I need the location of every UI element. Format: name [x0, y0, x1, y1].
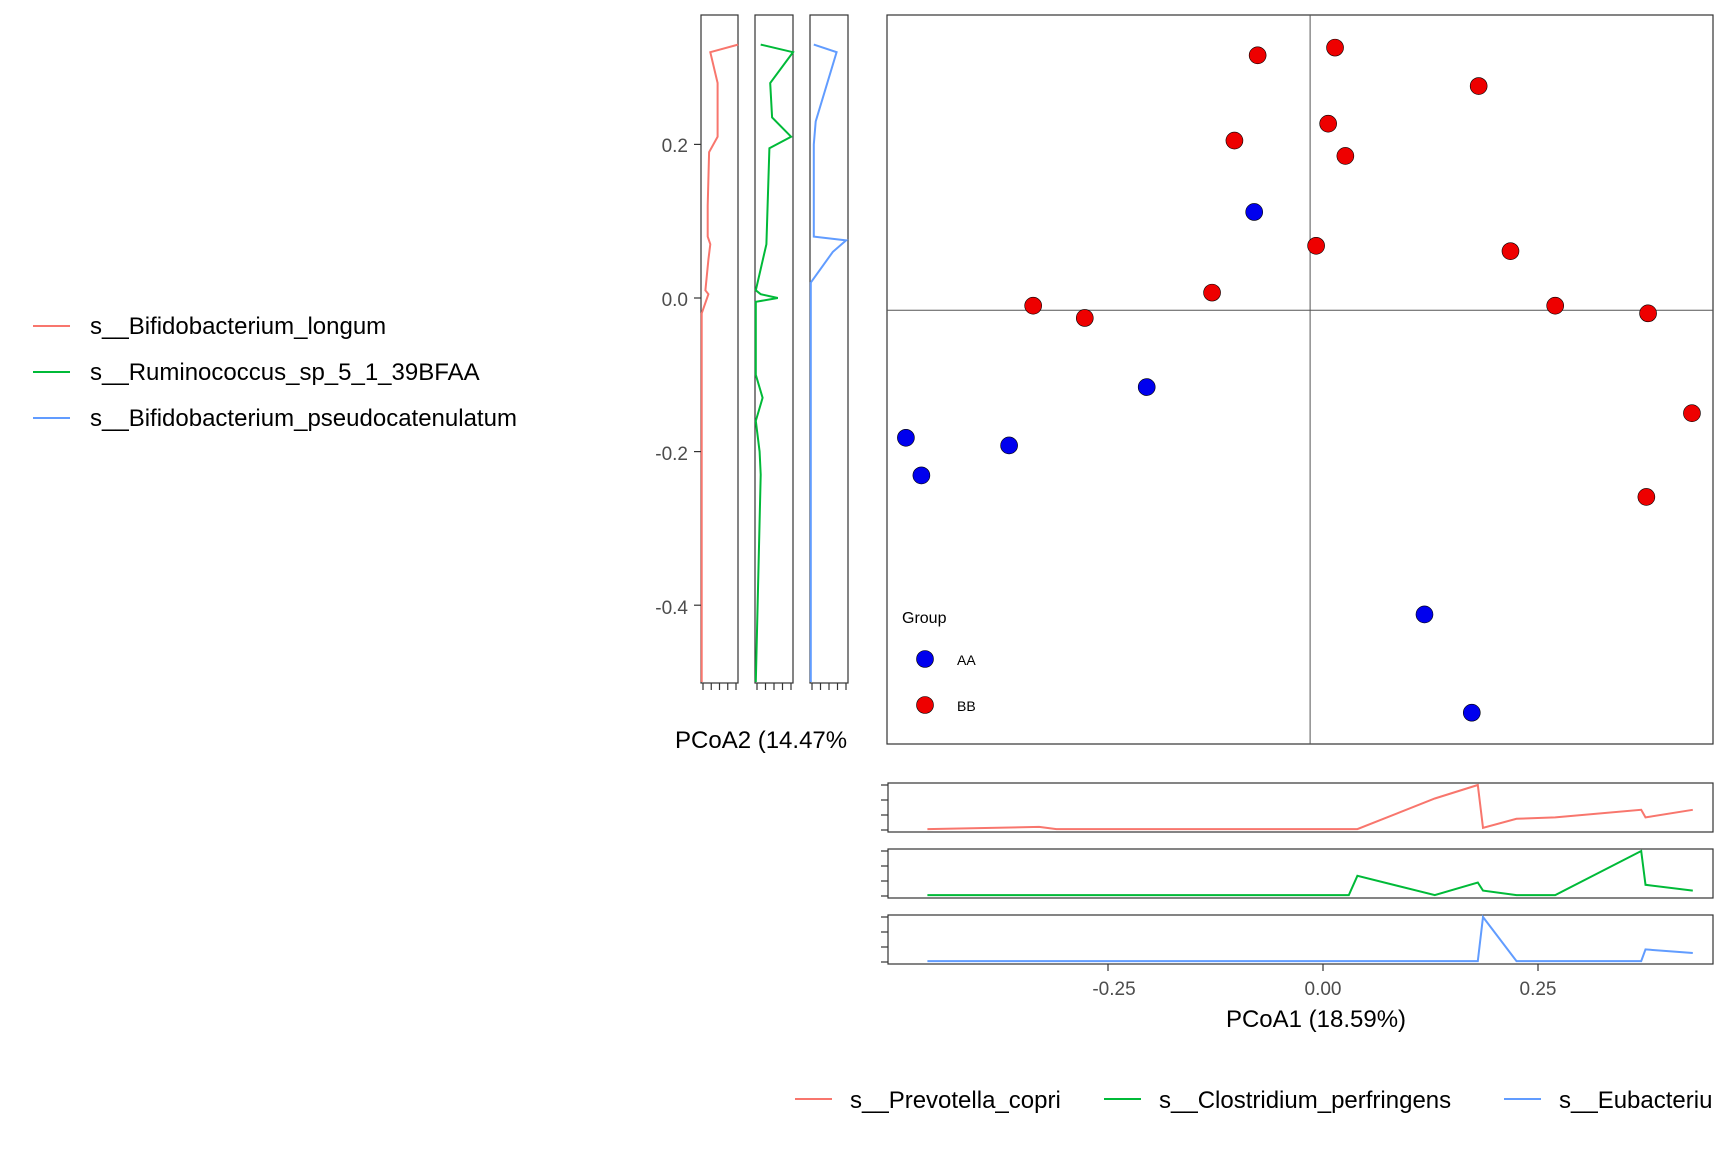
- legend-label-bifidobacterium-longum: s__Bifidobacterium_longum: [90, 313, 386, 340]
- legend-label-prevotella-copri: s__Prevotella_copri: [850, 1087, 1061, 1114]
- point-bb: [1319, 114, 1337, 133]
- group-legend-title: Group: [902, 610, 947, 627]
- x-marginal-line-3: [927, 914, 1693, 963]
- y-tick-label: -0.4: [655, 598, 688, 619]
- reference-lines: [887, 15, 1713, 744]
- x-tick-label: 0.00: [1305, 979, 1342, 1000]
- point-aa: [1245, 203, 1263, 221]
- point-bb: [1307, 236, 1325, 255]
- point-bb: [1683, 404, 1701, 423]
- x-tick-label: -0.25: [1092, 979, 1135, 1000]
- x-axis: -0.25 0.00 0.25: [1092, 964, 1556, 1000]
- legend-label-eubacterium: s__Eubacteriu: [1559, 1087, 1712, 1114]
- x-marginal-line-1: [927, 783, 1693, 831]
- point-bb: [1639, 304, 1657, 323]
- point-bb: [1203, 283, 1221, 302]
- point-bb: [1336, 147, 1355, 165]
- point-bb: [1501, 242, 1520, 260]
- group-legend: Group AA BB: [902, 610, 976, 714]
- legend-swatch-aa: [916, 650, 934, 668]
- x-marginal-ticks: [881, 784, 888, 963]
- y-tick-label: 0.0: [662, 290, 688, 311]
- point-bb: [1326, 38, 1344, 57]
- point-bb: [1637, 488, 1656, 506]
- legend-label-aa: AA: [957, 652, 976, 668]
- y-marginal-line-3: [809, 43, 849, 682]
- point-bb: [1225, 131, 1244, 150]
- point-bb: [1469, 77, 1488, 95]
- legend-swatch-bb: [916, 696, 934, 714]
- y-tick-label: -0.2: [655, 444, 688, 465]
- point-bb: [1248, 46, 1267, 65]
- x-marginal-panel-2: [887, 848, 1714, 899]
- legend-label-bb: BB: [957, 698, 976, 714]
- x-axis-title: PCoA1 (18.59%): [1226, 1006, 1406, 1033]
- y-tick-marks: [694, 143, 701, 606]
- y-tick-label: 0.2: [662, 136, 688, 157]
- x-marginal-panel-3: [887, 914, 1714, 965]
- point-aa: [1000, 436, 1018, 455]
- y-marginal-ticks: [702, 683, 847, 690]
- x-marginal-panel-1: [887, 782, 1714, 833]
- y-axis: 0.2 0.0 -0.2 -0.4: [655, 136, 701, 619]
- y-marginal-line-2: [754, 43, 795, 683]
- legend-label-clostridium-perfringens: s__Clostridium_perfringens: [1159, 1087, 1451, 1114]
- scatter-points: [897, 38, 1701, 722]
- point-aa: [1415, 605, 1434, 624]
- x-marginal-lines: [927, 783, 1693, 963]
- point-bb: [1075, 309, 1094, 327]
- point-aa: [912, 466, 931, 485]
- y-marginal-line-1: [700, 43, 739, 682]
- x-marginal-panels: -0.25 0.00 0.25 PCoA1 (18.59%): [881, 782, 1714, 1033]
- legend-label-ruminococcus: s__Ruminococcus_sp_5_1_39BFAA: [90, 359, 480, 386]
- legend-label-bifidobacterium-pseudocatenulatum: s__Bifidobacterium_pseudocatenulatum: [90, 405, 517, 432]
- point-aa: [1137, 378, 1156, 396]
- x-marginal-line-2: [927, 849, 1693, 897]
- x-marginal-legend: s__Prevotella_copri s__Clostridium_perfr…: [795, 1087, 1712, 1114]
- y-marginal-panels: 0.2 0.0 -0.2 -0.4 PCoA2 (14.47%: [655, 14, 849, 754]
- y-axis-title: PCoA2 (14.47%: [675, 727, 847, 754]
- point-aa: [1462, 703, 1481, 722]
- main-panel-border: [886, 14, 1714, 745]
- y-marginal-legend: s__Bifidobacterium_longum s__Ruminococcu…: [33, 313, 517, 432]
- point-aa: [897, 428, 915, 447]
- point-bb: [1024, 296, 1042, 315]
- y-marginal-lines: [700, 43, 849, 683]
- x-tick-marks: [1107, 964, 1539, 971]
- point-bb: [1546, 296, 1564, 315]
- x-tick-label: 0.25: [1520, 979, 1557, 1000]
- main-panel: Group AA BB: [886, 14, 1714, 745]
